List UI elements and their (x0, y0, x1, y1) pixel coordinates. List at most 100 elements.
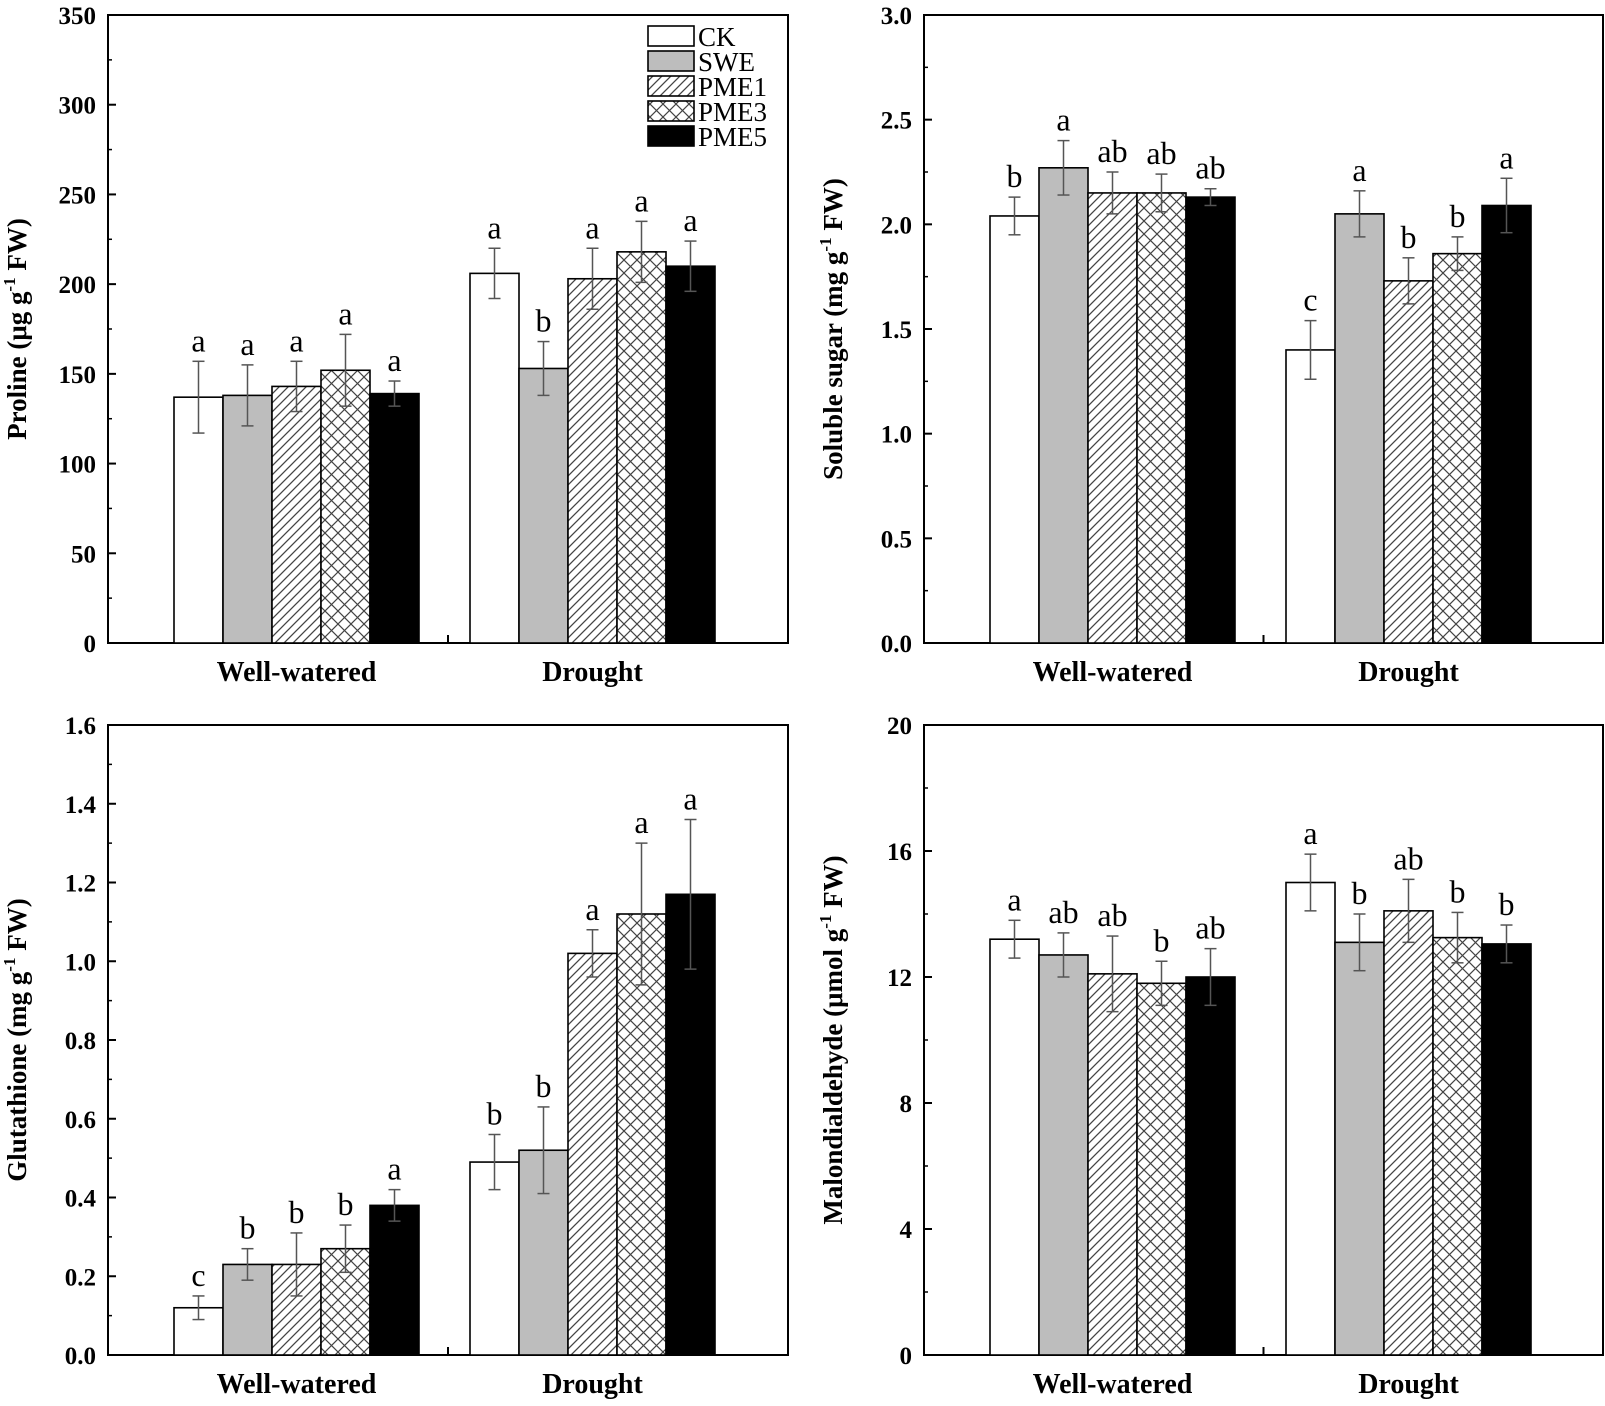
significance-label: b (1352, 875, 1368, 911)
significance-label: b (1499, 886, 1515, 922)
y-tick-label: 2.0 (881, 212, 912, 239)
y-tick-label: 3.0 (881, 3, 912, 30)
y-tick-label: 1.0 (65, 949, 96, 976)
y-tick-label: 16 (887, 839, 912, 866)
bar-CK-Drought (1285, 881, 1336, 1356)
significance-label: b (1450, 198, 1466, 234)
significance-label: b (240, 1210, 256, 1246)
bar-CK-Well-watered (989, 215, 1040, 644)
significance-label: a (634, 804, 648, 840)
bar-PME3-Well-watered (1136, 192, 1187, 644)
bar-PME1-Drought (1383, 280, 1434, 644)
x-category-label: Drought (1358, 1369, 1459, 1400)
y-axis-title: Soluble sugar (mg g-1 FW) (816, 178, 848, 480)
significance-label: ab (1048, 894, 1078, 930)
legend-swatch-SWE (647, 50, 695, 72)
y-tick-label: 4 (900, 1217, 913, 1244)
significance-label: ab (1097, 897, 1127, 933)
chart-panel-2: 0.0 0.2 0.4 0.6 0.8 1.0 1.2 1.4 1.6 Well-watered D… (0, 713, 789, 1400)
y-tick-label: 0.8 (65, 1028, 96, 1055)
significance-label: ab (1195, 910, 1225, 946)
significance-label: a (1007, 881, 1021, 917)
y-tick-label: 1.6 (65, 713, 96, 740)
significance-label: a (387, 342, 401, 378)
bar-PME3-Drought (1432, 936, 1483, 1356)
significance-label: c (1303, 282, 1317, 318)
y-axis-title-sup: -1 (0, 958, 19, 972)
x-category-label: Well-watered (217, 657, 377, 688)
bar-SWE-Drought (518, 367, 569, 644)
bar-PME1-Well-watered (1087, 192, 1138, 644)
significance-label: b (1007, 158, 1023, 194)
legend-swatch-PME1 (647, 75, 695, 97)
significance-label: a (1056, 102, 1070, 138)
bar-SWE-Drought (518, 1149, 569, 1356)
bar-CK-Well-watered (173, 396, 224, 644)
significance-label: a (387, 1151, 401, 1187)
significance-label: a (585, 209, 599, 245)
y-tick-label: 200 (59, 272, 97, 299)
bar-CK-Well-watered (989, 938, 1040, 1356)
y-tick-label: 2.5 (881, 108, 912, 135)
significance-label: c (191, 1257, 205, 1293)
y-axis-title-main: Glutathione (mg g (2, 971, 32, 1182)
y-tick-label: 1.2 (65, 871, 96, 898)
x-category-label: Well-watered (217, 1369, 377, 1400)
y-tick-label: 300 (59, 93, 97, 120)
significance-label: b (1401, 219, 1417, 255)
significance-label: a (683, 781, 697, 817)
bar-PME1-Well-watered (1087, 973, 1138, 1356)
significance-label: b (487, 1096, 503, 1132)
bar-PME5-Drought (1481, 204, 1532, 644)
y-tick-label: 1.5 (881, 317, 912, 344)
y-tick-label: 0 (84, 631, 97, 658)
y-axis-title-tail: FW) (2, 218, 32, 277)
y-tick-label: 250 (59, 182, 97, 209)
bar-PME3-Drought (1432, 252, 1483, 644)
bar-PME5-Drought (1481, 943, 1532, 1356)
significance-label: a (683, 202, 697, 238)
legend-label-PME5: PME5 (698, 122, 767, 152)
bar-PME1-Drought (567, 277, 618, 644)
y-axis-title-tail: FW) (818, 178, 848, 237)
y-tick-label: 150 (59, 362, 97, 389)
legend-label-PME3: PME3 (698, 97, 767, 127)
significance-label: ab (1146, 135, 1176, 171)
significance-label: b (1450, 873, 1466, 909)
y-tick-label: 1.0 (881, 422, 912, 449)
significance-label: b (536, 1068, 552, 1104)
y-axis-title-main: Proline (μg g (2, 291, 32, 440)
y-tick-label: 50 (71, 541, 96, 568)
legend-swatch-PME3 (647, 100, 695, 122)
x-category-label: Drought (1358, 657, 1459, 688)
bar-PME5-Well-watered (1185, 976, 1236, 1356)
y-axis-title-main: Malondialdehyde (μmol g (818, 928, 848, 1224)
bar-SWE-Well-watered (1038, 167, 1089, 644)
y-axis-title-sup: -1 (816, 915, 835, 929)
x-category-label: Well-watered (1033, 657, 1193, 688)
significance-label: b (338, 1186, 354, 1222)
y-axis-title: Glutathione (mg g-1 FW) (0, 898, 32, 1181)
bar-PME1-Drought (1383, 910, 1434, 1356)
legend-swatch-CK (647, 25, 695, 47)
bar-PME5-Well-watered (1185, 196, 1236, 644)
x-category-label: Well-watered (1033, 1369, 1193, 1400)
significance-label: a (240, 326, 254, 362)
bar-CK-Drought (469, 1161, 520, 1356)
bar-PME1-Well-watered (271, 385, 322, 644)
bar-PME3-Drought (616, 251, 667, 644)
y-tick-label: 0.0 (881, 631, 912, 658)
legend-label-PME1: PME1 (698, 72, 767, 102)
bar-SWE-Drought (1334, 213, 1385, 644)
y-tick-label: 20 (887, 713, 912, 740)
y-axis-title-sup: -1 (816, 237, 835, 251)
significance-label: b (289, 1194, 305, 1230)
y-axis-title: Malondialdehyde (μmol g-1 FW) (816, 855, 848, 1224)
bar-SWE-Well-watered (222, 394, 273, 644)
y-tick-label: 0.6 (65, 1107, 96, 1134)
significance-label: a (1352, 152, 1366, 188)
y-axis-title-sup: -1 (0, 277, 19, 291)
y-tick-label: 0 (900, 1343, 913, 1370)
y-axis-title-main: Soluble sugar (mg g (818, 251, 848, 480)
